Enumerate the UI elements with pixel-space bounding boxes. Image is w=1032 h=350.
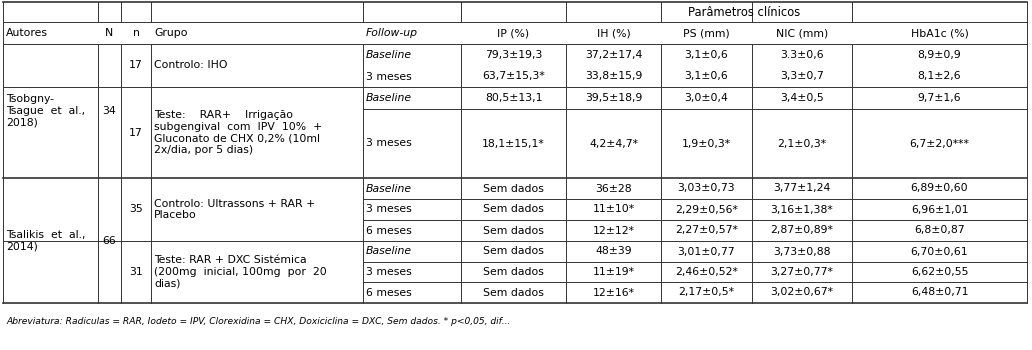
- Text: 12±12*: 12±12*: [592, 225, 635, 236]
- Text: 2,1±0,3*: 2,1±0,3*: [777, 139, 827, 148]
- Text: 6 meses: 6 meses: [366, 225, 412, 236]
- Text: Sem dados: Sem dados: [483, 246, 544, 257]
- Text: Parâmetros clínicos: Parâmetros clínicos: [688, 6, 800, 19]
- Text: IH (%): IH (%): [596, 28, 631, 38]
- Text: Tsalikis  et  al.,
2014): Tsalikis et al., 2014): [6, 230, 86, 251]
- Text: 3,4±0,5: 3,4±0,5: [780, 93, 824, 103]
- Text: 3,73±0,88: 3,73±0,88: [773, 246, 831, 257]
- Text: 3 meses: 3 meses: [366, 204, 412, 215]
- Text: 35: 35: [129, 204, 142, 215]
- Text: Baseline: Baseline: [366, 183, 412, 194]
- Text: 6,48±0,71: 6,48±0,71: [911, 287, 968, 298]
- Text: n: n: [132, 28, 139, 38]
- Text: 79,3±19,3: 79,3±19,3: [485, 50, 542, 60]
- Text: 9,7±1,6: 9,7±1,6: [917, 93, 962, 103]
- Text: 6,8±0,87: 6,8±0,87: [914, 225, 965, 236]
- Text: NIC (mm): NIC (mm): [776, 28, 828, 38]
- Text: 39,5±18,9: 39,5±18,9: [585, 93, 642, 103]
- Text: 18,1±15,1*: 18,1±15,1*: [482, 139, 545, 148]
- Text: Baseline: Baseline: [366, 246, 412, 257]
- Text: Tsobgny-
Tsague  et  al.,
2018): Tsobgny- Tsague et al., 2018): [6, 94, 85, 128]
- Text: 6,70±0,61: 6,70±0,61: [910, 246, 968, 257]
- Text: Grupo: Grupo: [154, 28, 188, 38]
- Text: 3,3±0,7: 3,3±0,7: [780, 71, 824, 82]
- Text: 3,01±0,77: 3,01±0,77: [678, 246, 736, 257]
- Text: 3,1±0,6: 3,1±0,6: [684, 50, 729, 60]
- Text: 37,2±17,4: 37,2±17,4: [585, 50, 642, 60]
- Text: 3 meses: 3 meses: [366, 139, 412, 148]
- Text: 6,89±0,60: 6,89±0,60: [910, 183, 968, 194]
- Text: 1,9±0,3*: 1,9±0,3*: [682, 139, 731, 148]
- Text: 2,27±0,57*: 2,27±0,57*: [675, 225, 738, 236]
- Text: 66: 66: [102, 236, 117, 245]
- Text: 3,16±1,38*: 3,16±1,38*: [771, 204, 834, 215]
- Text: N: N: [105, 28, 114, 38]
- Text: Sem dados: Sem dados: [483, 267, 544, 277]
- Text: 3 meses: 3 meses: [366, 267, 412, 277]
- Text: Baseline: Baseline: [366, 93, 412, 103]
- Text: 3,1±0,6: 3,1±0,6: [684, 71, 729, 82]
- Text: 3,02±0,67*: 3,02±0,67*: [771, 287, 834, 298]
- Text: 31: 31: [129, 267, 142, 277]
- Text: 3,0±0,4: 3,0±0,4: [684, 93, 729, 103]
- Text: 3,27±0,77*: 3,27±0,77*: [771, 267, 834, 277]
- Text: 33,8±15,9: 33,8±15,9: [585, 71, 642, 82]
- Text: 34: 34: [102, 106, 117, 116]
- Text: HbA1c (%): HbA1c (%): [910, 28, 968, 38]
- Text: Sem dados: Sem dados: [483, 287, 544, 298]
- Text: Controlo: IHO: Controlo: IHO: [154, 61, 227, 70]
- Text: 2,87±0,89*: 2,87±0,89*: [771, 225, 834, 236]
- Text: Sem dados: Sem dados: [483, 183, 544, 194]
- Text: Sem dados: Sem dados: [483, 204, 544, 215]
- Text: 3 meses: 3 meses: [366, 71, 412, 82]
- Text: 11±10*: 11±10*: [592, 204, 635, 215]
- Text: IP (%): IP (%): [497, 28, 529, 38]
- Text: 6,62±0,55: 6,62±0,55: [911, 267, 968, 277]
- Text: 80,5±13,1: 80,5±13,1: [485, 93, 542, 103]
- Text: 48±39: 48±39: [595, 246, 632, 257]
- Text: 8,9±0,9: 8,9±0,9: [917, 50, 962, 60]
- Text: 12±16*: 12±16*: [592, 287, 635, 298]
- Text: 3,77±1,24: 3,77±1,24: [773, 183, 831, 194]
- Text: Controlo: Ultrassons + RAR +
Placebo: Controlo: Ultrassons + RAR + Placebo: [154, 199, 315, 220]
- Text: Follow-up: Follow-up: [366, 28, 418, 38]
- Text: Sem dados: Sem dados: [483, 225, 544, 236]
- Text: 36±28: 36±28: [595, 183, 632, 194]
- Text: Abreviatura: Radiculas = RAR, Iodeto = IPV, Clorexidina = CHX, Doxiciclina = DXC: Abreviatura: Radiculas = RAR, Iodeto = I…: [6, 317, 511, 326]
- Text: 2,17±0,5*: 2,17±0,5*: [678, 287, 735, 298]
- Text: 11±19*: 11±19*: [592, 267, 635, 277]
- Text: 6,96±1,01: 6,96±1,01: [911, 204, 968, 215]
- Text: 17: 17: [129, 127, 142, 138]
- Text: 63,7±15,3*: 63,7±15,3*: [482, 71, 545, 82]
- Text: 4,2±4,7*: 4,2±4,7*: [589, 139, 638, 148]
- Text: 6 meses: 6 meses: [366, 287, 412, 298]
- Text: 2,46±0,52*: 2,46±0,52*: [675, 267, 738, 277]
- Text: 17: 17: [129, 61, 142, 70]
- Text: 3.3±0,6: 3.3±0,6: [780, 50, 824, 60]
- Text: 8,1±2,6: 8,1±2,6: [917, 71, 962, 82]
- Text: 3,03±0,73: 3,03±0,73: [678, 183, 736, 194]
- Text: 2,29±0,56*: 2,29±0,56*: [675, 204, 738, 215]
- Text: 6,7±2,0***: 6,7±2,0***: [909, 139, 969, 148]
- Text: Autores: Autores: [6, 28, 49, 38]
- Text: PS (mm): PS (mm): [683, 28, 730, 38]
- Text: Baseline: Baseline: [366, 50, 412, 60]
- Text: Teste:    RAR+    Irrigação
subgengival  com  IPV  10%  +
Gluconato de CHX 0,2% : Teste: RAR+ Irrigação subgengival com IP…: [154, 110, 322, 155]
- Text: Teste: RAR + DXC Sistémica
(200mg  inicial, 100mg  por  20
dias): Teste: RAR + DXC Sistémica (200mg inicia…: [154, 256, 327, 289]
